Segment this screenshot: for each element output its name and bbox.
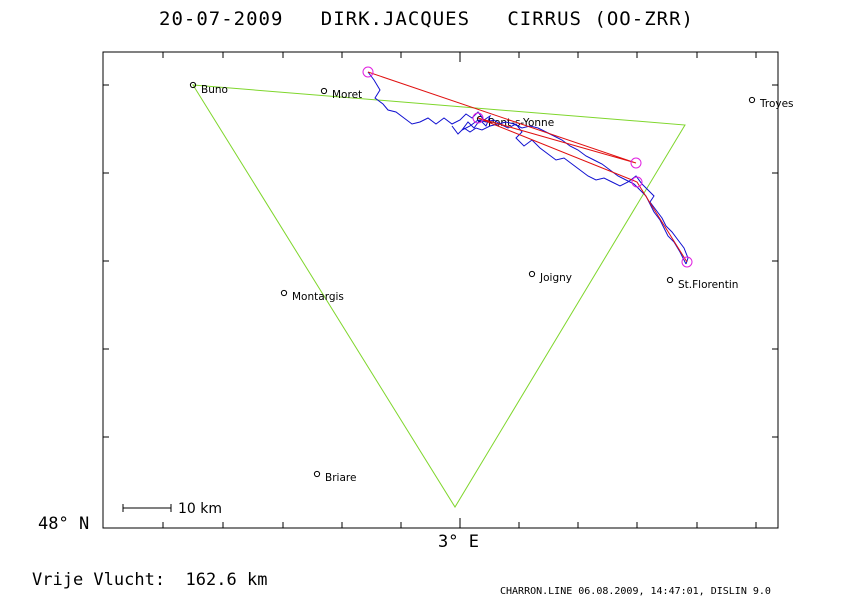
axis-ticks [103, 52, 778, 528]
town-markers [189, 81, 756, 478]
latitude-label: 48° N [38, 514, 90, 534]
turnpoint-markers [362, 66, 693, 268]
town-label-buno: Buno [201, 84, 228, 96]
town-marker-st-florentin [666, 276, 674, 284]
free-flight-distance: Vrije Vlucht: 162.6 km [32, 570, 267, 590]
flight-date: 20-07-2009 [159, 8, 284, 30]
pilot-name: DIRK.JACQUES [320, 8, 471, 30]
scoring-legs [367, 71, 688, 263]
footer-info: CHARRON.LINE 06.08.2009, 14:47:01, DISLI… [500, 586, 771, 597]
scale-bar [122, 504, 172, 512]
turnpoint-2 [472, 112, 484, 124]
task-triangle [192, 84, 686, 508]
town-label-briare: Briare [325, 472, 356, 484]
town-label-st-florentin: St.Florentin [678, 279, 738, 291]
flight-track-return [451, 121, 687, 265]
scale-bar-label: 10 km [178, 501, 222, 517]
flight-track [367, 71, 689, 265]
turnpoint-1 [630, 157, 642, 169]
turnpoint-finish [681, 256, 693, 268]
town-marker-joigny [528, 270, 536, 278]
longitude-label: 3° E [438, 532, 479, 552]
distance-value: 162.6 km [185, 570, 268, 590]
town-label-moret: Moret [332, 89, 362, 101]
map-title: 20-07-2009 DIRK.JACQUES CIRRUS (OO-ZRR) [0, 8, 853, 30]
town-marker-montargis [280, 289, 288, 297]
town-labels: Buno Moret Pont-s-Yonne Troyes Joigny St… [201, 84, 794, 484]
town-marker-briare [313, 470, 321, 478]
town-marker-moret [320, 87, 328, 95]
town-label-joigny: Joigny [539, 272, 572, 284]
town-marker-troyes [748, 96, 756, 104]
glider-name: CIRRUS (OO-ZRR) [507, 8, 694, 30]
turnpoint-3 [631, 176, 643, 188]
town-label-montargis: Montargis [292, 291, 344, 303]
distance-label: Vrije Vlucht: [32, 570, 166, 590]
town-marker-buno [189, 81, 197, 89]
town-label-troyes: Troyes [759, 98, 794, 110]
map-frame [102, 51, 779, 529]
turnpoint-start [362, 66, 374, 78]
